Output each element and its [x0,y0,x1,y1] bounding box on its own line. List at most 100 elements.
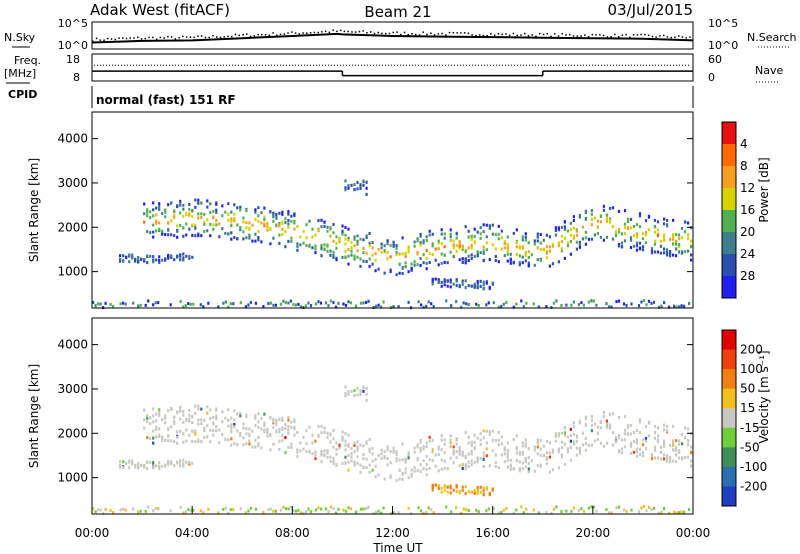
power-cell [365,300,368,304]
power-cell [635,223,639,227]
velocity-cell [275,422,278,426]
velocity-cell [518,469,521,473]
velocity-cell [353,443,356,447]
velocity-cell [147,505,150,509]
velocity-cell [413,450,416,454]
velocity-cell [645,509,648,513]
velocity-cell [375,510,378,514]
power-cell [176,204,179,208]
velocity-cell [152,441,155,445]
power-cell [599,235,602,239]
velocity-cell [217,511,220,515]
velocity-cell [539,439,542,442]
power-cell [188,202,191,206]
velocity-cell [479,432,482,435]
power-cell [581,225,584,229]
power-cell [614,234,618,238]
velocity-cell [149,460,152,464]
power-cell [590,209,593,212]
velocity-cell [239,411,242,415]
power-cell [407,250,410,254]
power-cell [317,219,320,222]
velocity-cell [206,405,209,409]
velocity-cell [663,453,666,457]
velocity-cell [527,462,530,465]
power-cell [482,251,485,255]
power-cell [377,303,380,307]
velocity-cell [635,441,639,445]
velocity-cell [542,444,545,448]
velocity-cell [244,511,247,515]
nsearch-point [629,36,631,38]
power-cell [487,301,490,305]
power-cell [185,254,188,258]
power-cell [284,245,287,249]
power-cell [650,247,654,251]
velocity-cell [473,446,476,450]
power-cell [551,262,554,266]
velocity-cell [672,459,675,463]
power-cell [545,245,548,249]
power-cell [572,300,575,304]
velocity-cell [155,464,158,468]
velocity-cell [292,509,295,513]
velocity-cell [179,505,182,509]
power-cell [356,239,359,243]
velocity-cell [580,507,583,511]
velocity-cell [92,507,95,510]
nsearch-point [685,37,687,39]
velocity-cell [669,456,672,459]
velocity-cell [467,490,470,494]
power-cell [104,301,107,305]
velocity-cell [506,455,509,459]
power-cell [254,217,257,221]
velocity-cell [623,428,627,432]
power-cell [242,230,245,234]
velocity-cell [629,443,633,447]
power-cell [485,281,488,285]
velocity-cell [455,442,458,446]
power-cell [467,254,470,258]
velocity-cell [341,430,344,434]
velocity-cell [641,443,645,447]
velocity-cell [164,439,167,442]
velocity-cell [416,458,419,462]
power-cell [99,302,102,306]
velocity-cell [413,446,416,450]
power-cell [266,228,269,232]
velocity-cell [389,449,392,453]
velocity-cell [281,433,284,437]
velocity-cell [479,490,482,494]
colorbar-segment [722,276,736,299]
power-cell [500,229,503,233]
power-cell [605,213,609,217]
nsearch-point [456,32,458,34]
power-cell [260,240,263,244]
velocity-cell [659,450,663,454]
power-cell [212,215,215,219]
velocity-cell [149,422,152,426]
velocity-cell [146,414,149,418]
power-cell [669,237,672,241]
velocity-cell [176,435,179,439]
velocity-cell [197,404,200,408]
power-cell [605,235,609,239]
power-cell [191,255,194,259]
power-cell [482,287,485,291]
power-cell [554,229,557,232]
velocity-cell [332,445,335,449]
velocity-cell [536,438,539,442]
power-cell [427,300,430,304]
power-cell [684,220,687,224]
velocity-cell [488,433,491,436]
nsearch-point [200,35,203,37]
power-cell [173,258,176,262]
power-cell [524,259,527,263]
velocity-cell [281,438,284,442]
power-cell [230,224,233,228]
power-cell [672,253,675,257]
velocity-cell [278,417,281,421]
velocity-cell [224,416,227,420]
power-cell [690,253,693,257]
nsearch-point [542,33,545,36]
